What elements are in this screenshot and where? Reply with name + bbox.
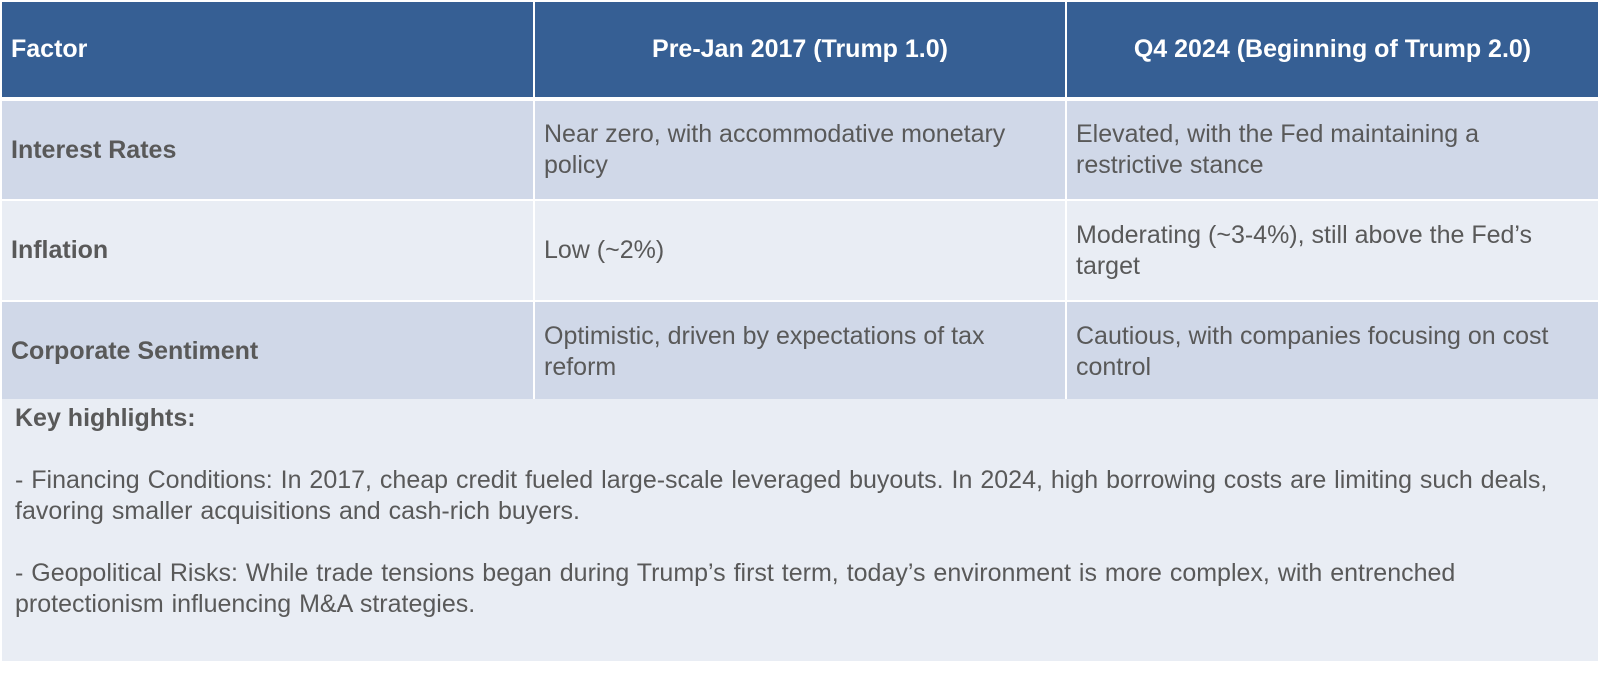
pre-2017-cell: Near zero, with accommodative monetary p… <box>534 99 1067 201</box>
table-row-interest-rates: Interest Rates Near zero, with accommoda… <box>2 99 1598 201</box>
highlight-geopolitical-risks: - Geopolitical Risks: While trade tensio… <box>15 559 1456 618</box>
q4-2024-cell: Moderating (~3-4%), still above the Fed’… <box>1066 200 1598 302</box>
table-row-inflation: Inflation Low (~2%) Moderating (~3-4%), … <box>2 200 1598 302</box>
key-highlights-panel: Key highlights: - Financing Conditions: … <box>2 399 1598 661</box>
q4-2024-cell: Cautious, with companies focusing on cos… <box>1066 301 1598 403</box>
pre-2017-cell: Optimistic, driven by expectations of ta… <box>534 301 1067 403</box>
key-highlights-title: Key highlights: <box>15 404 196 432</box>
pre-2017-cell: Low (~2%) <box>534 200 1067 302</box>
q4-2024-cell: Elevated, with the Fed maintaining a res… <box>1066 99 1598 201</box>
factor-cell: Inflation <box>2 200 535 302</box>
header-pre-2017: Pre-Jan 2017 (Trump 1.0) <box>534 2 1067 101</box>
header-factor: Factor <box>2 2 535 101</box>
table-header-row: Factor Pre-Jan 2017 (Trump 1.0) Q4 2024 … <box>2 2 1598 101</box>
highlight-financing-conditions: - Financing Conditions: In 2017, cheap c… <box>15 466 1548 525</box>
comparison-table: Factor Pre-Jan 2017 (Trump 1.0) Q4 2024 … <box>2 2 1598 403</box>
factor-cell: Interest Rates <box>2 99 535 201</box>
table-row-corporate-sentiment: Corporate Sentiment Optimistic, driven b… <box>2 301 1598 403</box>
header-q4-2024: Q4 2024 (Beginning of Trump 2.0) <box>1066 2 1598 101</box>
factor-cell: Corporate Sentiment <box>2 301 535 403</box>
